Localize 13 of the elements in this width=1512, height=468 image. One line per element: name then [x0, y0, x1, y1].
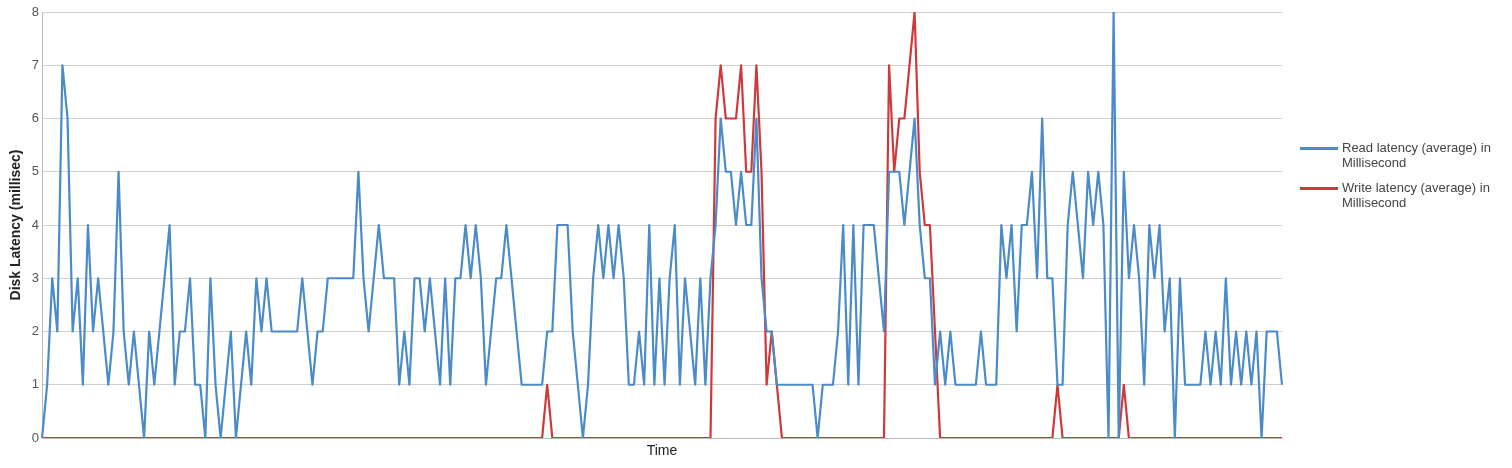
y-tick-label: 6: [31, 110, 40, 126]
y-tick-label: 4: [31, 216, 40, 232]
y-tick-label: 8: [31, 3, 40, 19]
legend-label: Write latency (average) in Millisecond: [1342, 180, 1491, 210]
y-tick-label: 3: [31, 269, 40, 285]
y-tick-label: 7: [31, 56, 40, 72]
y-tick-label: 2: [31, 323, 40, 339]
legend-label: Read latency (average) in Millisecond: [1342, 140, 1492, 170]
y-axis-title: Disk Latency (millisec): [7, 149, 24, 301]
y-tick-label: 1: [31, 376, 40, 392]
y-tick-label: 0: [31, 429, 40, 445]
x-axis-title: Time: [646, 442, 678, 459]
y-tick-label: 5: [31, 163, 40, 179]
